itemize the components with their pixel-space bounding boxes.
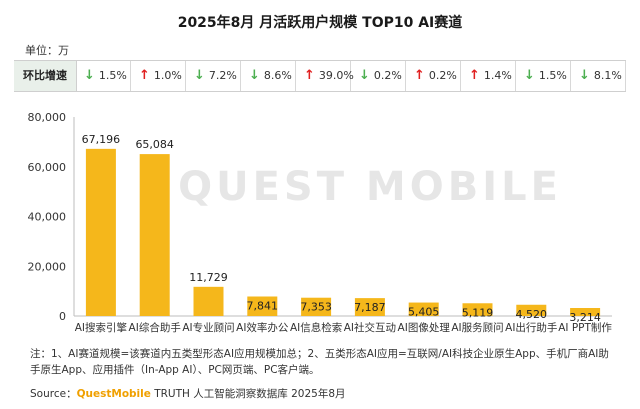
bar	[85, 148, 116, 316]
arrow-down-icon: ↓	[194, 68, 205, 83]
y-tick-label: 40,000	[28, 211, 67, 224]
bar-chart: QUEST MOBILE 0 20,000 40,000 60,000 80,000 67,…	[28, 111, 613, 334]
bar	[408, 302, 439, 316]
unit-label: 单位：万	[25, 44, 69, 57]
arrow-up-icon: ↑	[414, 68, 425, 83]
growth-value: 0.2%	[428, 69, 457, 82]
data-label: 7,841	[247, 299, 279, 312]
growth-value: 1.5%	[98, 69, 127, 82]
bar	[139, 154, 170, 316]
growth-value: 8.1%	[593, 69, 622, 82]
x-tick-label: AI社交互动	[344, 321, 396, 334]
arrow-up-icon: ↑	[469, 68, 480, 83]
x-tick-label: AI图像处理	[398, 322, 451, 334]
x-tick-label: AI PPT制作	[558, 321, 612, 334]
arrow-down-icon: ↓	[249, 68, 260, 83]
chart-title: 2025年8月 月活跃用户规模 TOP10 AI赛道	[177, 15, 463, 31]
growth-cell: ↑ 1.4%	[461, 61, 516, 91]
x-tick-label: AI搜索引擎	[75, 321, 128, 334]
arrow-down-icon: ↓	[359, 68, 370, 83]
growth-value: 1.4%	[483, 69, 512, 82]
data-label: 5,405	[408, 306, 440, 319]
growth-cell: ↓ 1.5%	[76, 61, 131, 91]
growth-row: 环比增速 ↓ 1.5% ↑ 1.0% ↓ 7.2% ↓ 8.6% ↑ 39.0% ↓ 0.2% ↑ 0.2…	[14, 60, 626, 92]
bar	[516, 304, 547, 316]
growth-cell: ↓ 0.2%	[351, 61, 406, 91]
x-tick-label: AI信息检索	[290, 321, 342, 334]
arrow-down-icon: ↓	[84, 68, 95, 83]
source-prefix: Source：	[30, 388, 77, 400]
arrow-up-icon: ↑	[304, 68, 315, 83]
arrow-up-icon: ↑	[139, 68, 150, 83]
bar	[193, 286, 224, 316]
data-label: 65,084	[135, 138, 174, 151]
data-label: 4,520	[516, 308, 548, 321]
growth-value: 1.0%	[153, 69, 182, 82]
x-tick-label: AI效率办公	[236, 321, 289, 334]
growth-value: 0.2%	[373, 69, 402, 82]
y-tick-label: 80,000	[28, 111, 67, 124]
growth-cell: ↓ 8.6%	[241, 61, 296, 91]
source-line: Source：QuestMobile TRUTH 人工智能洞察数据库 2025年…	[30, 386, 346, 401]
data-label: 11,729	[189, 271, 228, 284]
growth-cell: ↑ 0.2%	[406, 61, 461, 91]
bar	[301, 297, 332, 316]
growth-cell: ↓ 1.5%	[516, 61, 571, 91]
growth-row-label: 环比增速	[14, 61, 77, 91]
bar	[354, 298, 385, 316]
source-brand: QuestMobile	[76, 388, 151, 400]
growth-cell: ↑ 39.0%	[296, 61, 354, 91]
y-tick-label: 20,000	[28, 260, 67, 273]
source-rest: TRUTH 人工智能洞察数据库 2025年8月	[150, 388, 346, 400]
watermark: QUEST MOBILE	[178, 164, 562, 210]
x-tick-label: AI专业顾问	[182, 321, 234, 334]
arrow-down-icon: ↓	[524, 68, 535, 83]
growth-value: 1.5%	[538, 69, 567, 82]
growth-value: 39.0%	[318, 69, 354, 82]
arrow-down-icon: ↓	[579, 68, 590, 83]
footnote: 注：1、AI赛道规模=该赛道内五类型形态AI应用规模加总；2、五类形态AI应用=…	[30, 348, 609, 376]
growth-cell: ↓ 7.2%	[186, 61, 241, 91]
growth-cell: ↑ 1.0%	[131, 61, 186, 91]
data-label: 7,353	[300, 301, 332, 314]
x-tick-label: AI出行助手	[505, 321, 557, 334]
x-tick-label: AI服务顾问	[451, 321, 503, 334]
growth-cell: ↓ 8.1%	[571, 61, 626, 91]
growth-value: 8.6%	[263, 69, 292, 82]
bar	[462, 303, 493, 316]
data-label: 5,119	[462, 306, 494, 319]
x-tick-label: AI综合助手	[129, 321, 181, 334]
data-label: 3,214	[569, 311, 601, 324]
y-tick-label: 0	[59, 310, 66, 323]
y-tick-label: 60,000	[28, 161, 67, 174]
growth-value: 7.2%	[208, 69, 237, 82]
data-label: 67,196	[82, 133, 121, 146]
bar	[247, 296, 278, 316]
bar	[570, 308, 601, 316]
data-label: 7,187	[354, 301, 386, 314]
